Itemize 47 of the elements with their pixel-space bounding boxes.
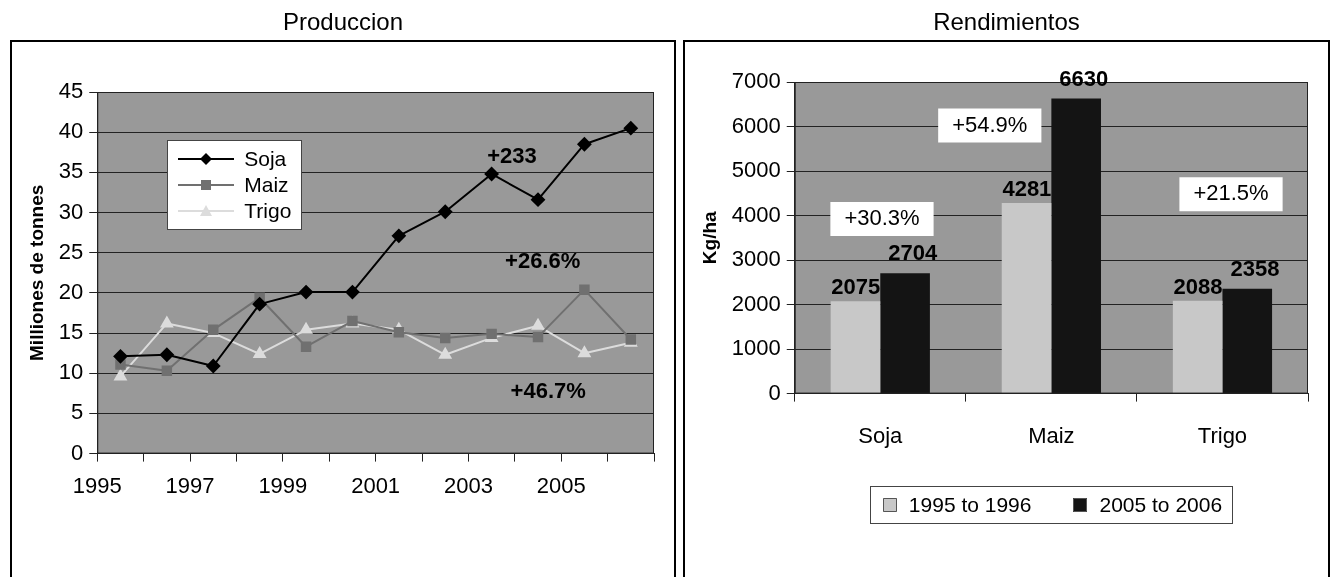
y-axis-title: Milliones de tonnes bbox=[25, 184, 47, 361]
data-label: 2075 bbox=[831, 274, 881, 300]
data-label: 2088 bbox=[1173, 273, 1223, 299]
x-tick-label: 2003 bbox=[443, 472, 493, 498]
legend-label: Soja bbox=[244, 147, 287, 171]
y-tick-label: 10 bbox=[58, 359, 84, 385]
y-axis-title: Kg/ha bbox=[698, 210, 720, 265]
x-tick-label: Trigo bbox=[1197, 422, 1248, 448]
y-tick-label: 40 bbox=[58, 118, 84, 144]
legend-label: Trigo bbox=[244, 199, 292, 223]
x-tick-label: 1999 bbox=[258, 472, 308, 498]
y-tick-label: 7000 bbox=[731, 68, 781, 94]
chart-title: Rendimientos bbox=[932, 8, 1081, 36]
y-tick-label: 4000 bbox=[731, 201, 781, 227]
y-tick-label: 3000 bbox=[731, 246, 781, 272]
x-tick-label: Soja bbox=[858, 422, 904, 448]
legend-label: 1995 to 1996 bbox=[908, 493, 1032, 517]
legend-label: 2005 to 2006 bbox=[1099, 493, 1223, 517]
annotation: +21.5% bbox=[1193, 180, 1269, 206]
x-tick-label: 2001 bbox=[351, 472, 401, 498]
y-tick-label: 5 bbox=[71, 399, 84, 425]
y-tick-label: 20 bbox=[58, 278, 84, 304]
annotation: +46.7% bbox=[510, 378, 586, 404]
chart-title: Produccion bbox=[281, 8, 405, 36]
data-label: 2358 bbox=[1230, 255, 1280, 281]
x-tick-label: 1997 bbox=[165, 472, 215, 498]
y-tick-label: 30 bbox=[58, 198, 84, 224]
x-tick-label: 1995 bbox=[72, 472, 122, 498]
annotation: +26.6% bbox=[505, 248, 581, 274]
y-tick-label: 45 bbox=[58, 78, 84, 104]
annotation: +233 bbox=[487, 143, 537, 169]
y-tick-label: 25 bbox=[58, 238, 84, 264]
y-tick-label: 2000 bbox=[731, 290, 781, 316]
annotation: +54.9% bbox=[952, 111, 1028, 137]
y-tick-label: 6000 bbox=[731, 112, 781, 138]
y-tick-label: 0 bbox=[768, 379, 781, 405]
annotation: +30.3% bbox=[844, 205, 920, 231]
data-label: 2704 bbox=[888, 240, 938, 266]
y-tick-label: 35 bbox=[58, 158, 84, 184]
y-tick-label: 5000 bbox=[731, 157, 781, 183]
x-tick-label: Maiz bbox=[1028, 422, 1075, 448]
x-tick-label: 2005 bbox=[536, 472, 586, 498]
legend-label: Maiz bbox=[244, 173, 289, 197]
data-label: 4281 bbox=[1002, 176, 1052, 202]
y-tick-label: 1000 bbox=[731, 335, 781, 361]
y-tick-label: 0 bbox=[71, 439, 84, 465]
y-tick-label: 15 bbox=[58, 319, 84, 345]
